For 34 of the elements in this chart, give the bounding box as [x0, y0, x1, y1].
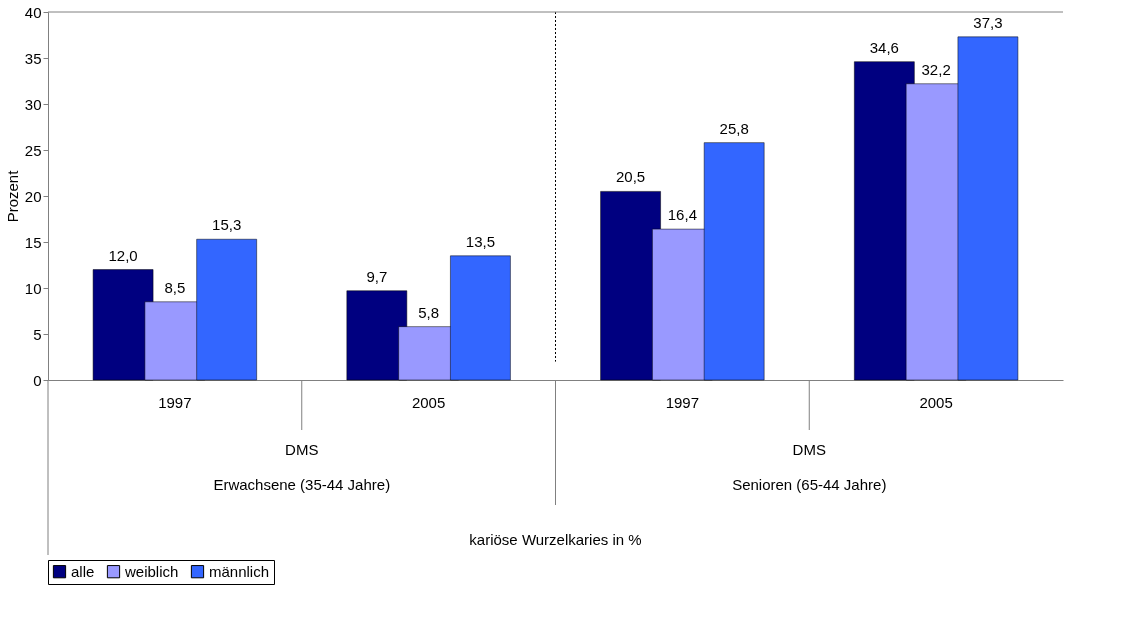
data-label: 20,5	[615, 168, 646, 186]
text: Erwachsene (35-44 Jahre)	[213, 476, 391, 493]
y-tick-label: 15	[24, 233, 42, 251]
data-label: 12,0	[108, 246, 138, 264]
data-label: 5,8	[418, 303, 440, 321]
data-label: 32,2	[921, 60, 951, 78]
y-axis-title: Prozent	[3, 169, 21, 223]
x-tick-label: 2005	[919, 393, 953, 411]
y-tick-label: 30	[24, 95, 42, 113]
data-label: 34,6	[869, 38, 899, 56]
y-tick-label: 0	[33, 371, 42, 389]
y-tick-label: 5	[33, 325, 42, 343]
text: kariöse Wurzelkaries in %	[469, 531, 642, 548]
data-label: 9,7	[366, 267, 388, 285]
data-label: 8,5	[164, 278, 186, 296]
text: DMS	[285, 441, 319, 458]
x-tick-label: 1997	[665, 393, 700, 411]
y-tick-label: 20	[24, 187, 42, 205]
data-label: 13,5	[465, 232, 496, 250]
x-tick-label: 1997	[158, 393, 192, 411]
data-label: 16,4	[667, 206, 697, 224]
y-tick-label: 10	[24, 279, 42, 297]
data-label: 25,8	[719, 119, 749, 137]
x-tick-label: 2005	[411, 393, 446, 411]
data-label: 15,3	[212, 216, 242, 234]
y-tick-label: 35	[24, 49, 42, 67]
legend-label: männlich	[209, 562, 270, 580]
y-tick-label: 25	[24, 141, 42, 159]
data-label: 37,3	[973, 13, 1003, 31]
text: Senioren (65-44 Jahre)	[732, 476, 887, 493]
legend-label: weiblich	[124, 562, 179, 580]
legend-label: alle	[71, 562, 95, 580]
y-tick-label: 40	[24, 3, 42, 21]
text: DMS	[792, 441, 826, 458]
